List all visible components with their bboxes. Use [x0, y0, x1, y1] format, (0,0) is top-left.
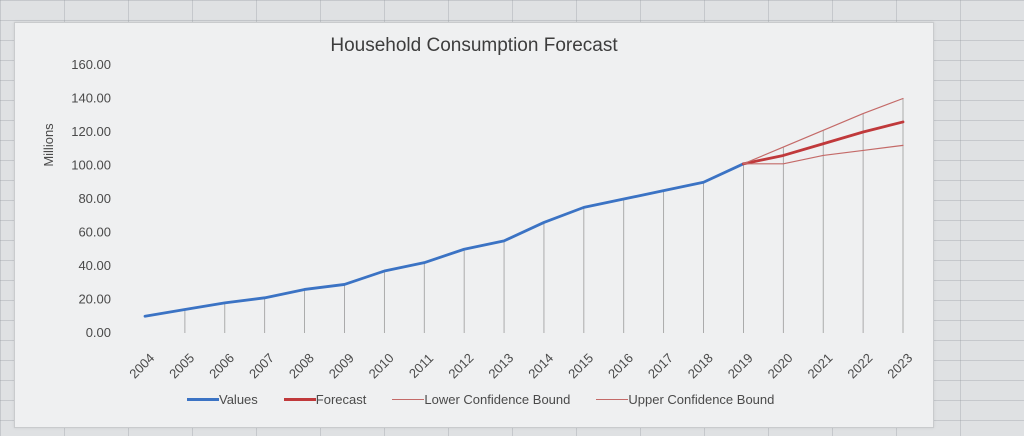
chart-title: Household Consumption Forecast	[330, 35, 618, 56]
x-tick-label: 2005	[166, 350, 197, 381]
legend-label: Lower Confidence Bound	[424, 392, 571, 407]
x-tick-label: 2012	[445, 350, 476, 381]
legend-label: Values	[219, 392, 258, 407]
x-tick-label: 2014	[525, 350, 556, 381]
legend-item: Lower Confidence Bound	[392, 392, 570, 407]
x-tick-label: 2015	[565, 350, 596, 381]
legend-swatch	[187, 398, 219, 401]
x-tick-label: 2022	[844, 350, 875, 381]
y-tick-label: 120.00	[71, 124, 111, 139]
x-tick-label: 2020	[765, 350, 796, 381]
series-line-forecast	[742, 120, 905, 166]
legend-swatch	[392, 399, 425, 400]
legend-label: Forecast	[315, 392, 367, 407]
x-tick-label: 2010	[366, 350, 397, 381]
x-tick-label: 2004	[126, 350, 157, 381]
legend-swatch	[596, 399, 629, 400]
x-tick-label: 2021	[804, 350, 835, 381]
legend-swatch	[283, 398, 316, 401]
legend-item: Values	[187, 392, 258, 407]
x-tick-label: 2011	[406, 351, 436, 381]
x-tick-label: 2018	[685, 350, 716, 381]
y-tick-label: 100.00	[71, 158, 111, 173]
x-tick-label: 2019	[725, 350, 756, 381]
x-tick-label: 2007	[246, 350, 277, 381]
y-tick-label: 40.00	[78, 258, 111, 273]
series-line-upper-confidence-bound	[742, 97, 904, 165]
y-tick-label: 60.00	[78, 225, 111, 240]
x-tick-label: 2006	[206, 350, 237, 381]
y-tick-label: 160.00	[71, 57, 111, 72]
y-tick-label: 140.00	[71, 91, 111, 106]
legend-item: Forecast	[283, 392, 367, 407]
x-tick-label: 2008	[286, 350, 317, 381]
series-line-lower-confidence-bound	[742, 144, 904, 165]
chart-area[interactable]: Household Consumption Forecast 0.00 20.00…	[14, 22, 934, 428]
x-tick-label: 2013	[485, 350, 516, 381]
legend-label: Upper Confidence Bound	[628, 392, 775, 407]
y-tick-label: 0.00	[86, 325, 111, 340]
x-tick-label: 2017	[645, 350, 676, 381]
y-axis-title: Millions	[41, 123, 56, 167]
y-tick-label: 20.00	[78, 292, 111, 307]
series-line-values	[143, 162, 745, 318]
line-chart: 0.00 20.00 40.00 60.00 80.00 100.00 120.00 140.…	[41, 57, 915, 381]
legend-item: Upper Confidence Bound	[596, 392, 774, 407]
chart-legend: Values Forecast Lower Confidence Bound Uppe…	[187, 392, 774, 407]
x-tick-label: 2009	[326, 350, 357, 381]
x-tick-label: 2016	[605, 350, 636, 381]
y-tick-label: 80.00	[78, 191, 111, 206]
x-tick-label: 2023	[884, 350, 915, 381]
